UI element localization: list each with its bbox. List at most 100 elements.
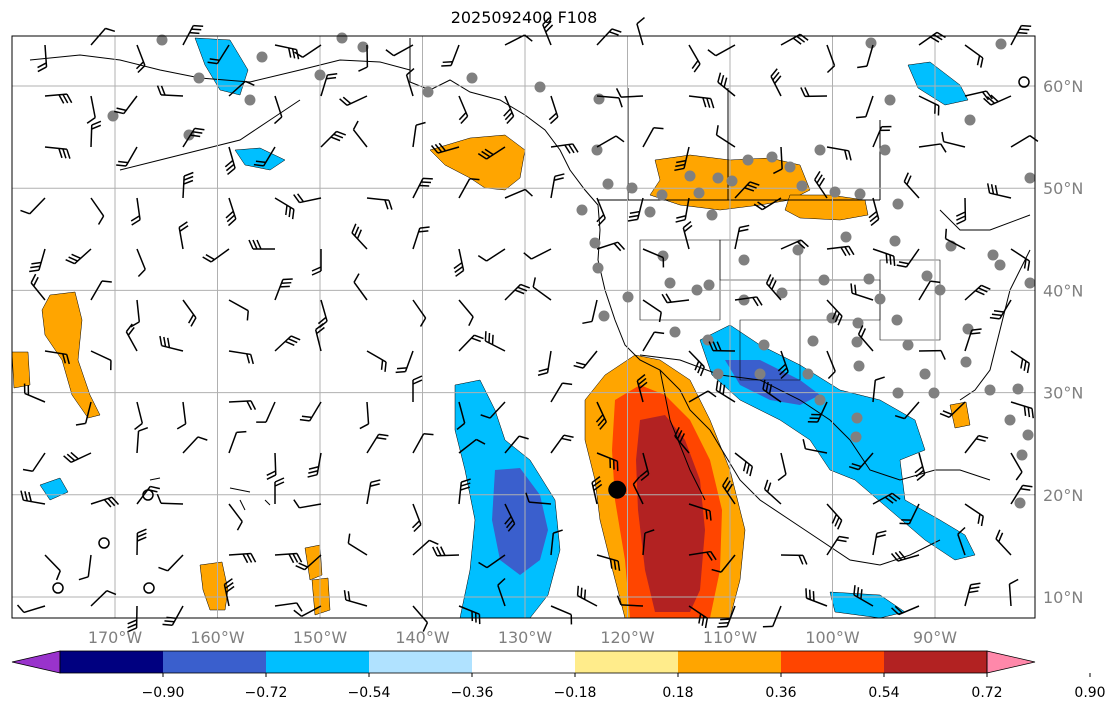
station-dot [664,277,676,289]
wind-barb [896,248,920,268]
wind-barb [228,552,257,564]
station-dot [357,41,369,53]
station-dot [984,384,996,396]
wind-barb [762,605,782,628]
wind-barb [894,401,920,420]
wind-barb [158,554,184,572]
wind-barb [159,335,184,352]
wind-barb [223,578,235,607]
map-title: 2025092400 F108 [450,8,598,27]
positive-anomaly-region [41,291,101,419]
wind-barb [182,436,208,454]
wind-barb [918,349,946,360]
longitude-label: 160°W [190,628,245,647]
wind-barb [941,131,966,148]
wind-barb [504,283,531,301]
wind-barb [412,226,430,250]
wind-barb [596,554,621,571]
wind-barb [890,550,920,562]
station-dot [879,144,891,156]
wind-barb [90,27,116,46]
latitude-label: 60°N [1043,77,1083,96]
station-dot [1022,429,1034,441]
station-dot [818,274,830,286]
wind-barb [826,503,843,530]
station-dot [669,326,681,338]
wind-barb [550,143,579,154]
wind-barb [299,401,322,422]
station-dot [626,182,638,194]
colorbar-swatch [60,651,163,673]
wind-barb [944,228,966,250]
wind-barb [156,85,184,97]
station-dot [934,284,946,296]
longitude-label: 130°W [498,628,553,647]
wind-barb [872,125,892,148]
station-dot [1016,449,1028,461]
longitude-label: 150°W [293,628,348,647]
wind-barb [266,452,277,480]
wind-barb [763,479,782,505]
wind-barb [20,197,46,215]
station-dot [962,323,974,335]
wind-barb [688,503,712,521]
wind-barb [86,95,96,124]
colorbar-tick-label: −0.90 [142,685,185,701]
station-dot [712,368,724,380]
wind-barb [228,503,243,531]
wind-barb [826,535,849,556]
wind-barb [582,299,598,325]
wind-barb [22,452,46,472]
station-dot [921,270,933,282]
wind-barb [366,433,389,454]
wind-barb [202,248,230,263]
wind-barb [688,550,717,561]
wind-barb [78,554,92,581]
wind-barb [964,44,984,68]
negative-anomaly-region [234,147,286,171]
wind-barb [90,590,117,607]
colorbar-tick-label: 0.18 [662,685,693,701]
negative-anomaly-region [829,591,906,619]
wind-barb [130,197,141,226]
wind-barb [734,452,754,477]
wind-barb [228,299,249,321]
wind-barbs [16,16,1039,633]
station-dot [622,291,634,303]
station-dot [840,231,852,243]
longitude-label: 140°W [395,628,450,647]
colorbar-tick-label: −0.72 [245,685,288,701]
station-dot [244,94,256,106]
latitude-label: 10°N [1043,588,1083,607]
wind-barb [75,401,92,426]
wind-barb [770,68,782,97]
station-dot [802,368,814,380]
wind-barb [891,605,920,616]
wind-barb [955,197,967,225]
colorbar-extend-high [986,650,1036,674]
station-dot [422,86,434,98]
station-dot [657,250,669,262]
station-dot [865,37,877,49]
wind-barb [872,248,896,267]
wind-barb [542,17,554,46]
wind-barb [805,588,828,607]
wind-barb [311,249,322,276]
wind-barb [441,44,460,67]
wind-barb [777,452,787,481]
wind-barb [385,44,414,57]
wind-barb [274,335,301,352]
wind-barb [688,390,717,403]
colorbar-swatch [266,651,369,673]
station-dot [592,262,604,274]
wind-barb [456,401,466,431]
wind-barb [636,16,645,46]
station-dot [314,69,326,81]
wind-barb [136,485,161,505]
station-dot [889,235,901,247]
wind-barb [314,323,325,352]
wind-barb [182,127,205,148]
location-marker [608,480,627,499]
wind-barb [826,44,836,74]
wind-barb [182,171,194,199]
